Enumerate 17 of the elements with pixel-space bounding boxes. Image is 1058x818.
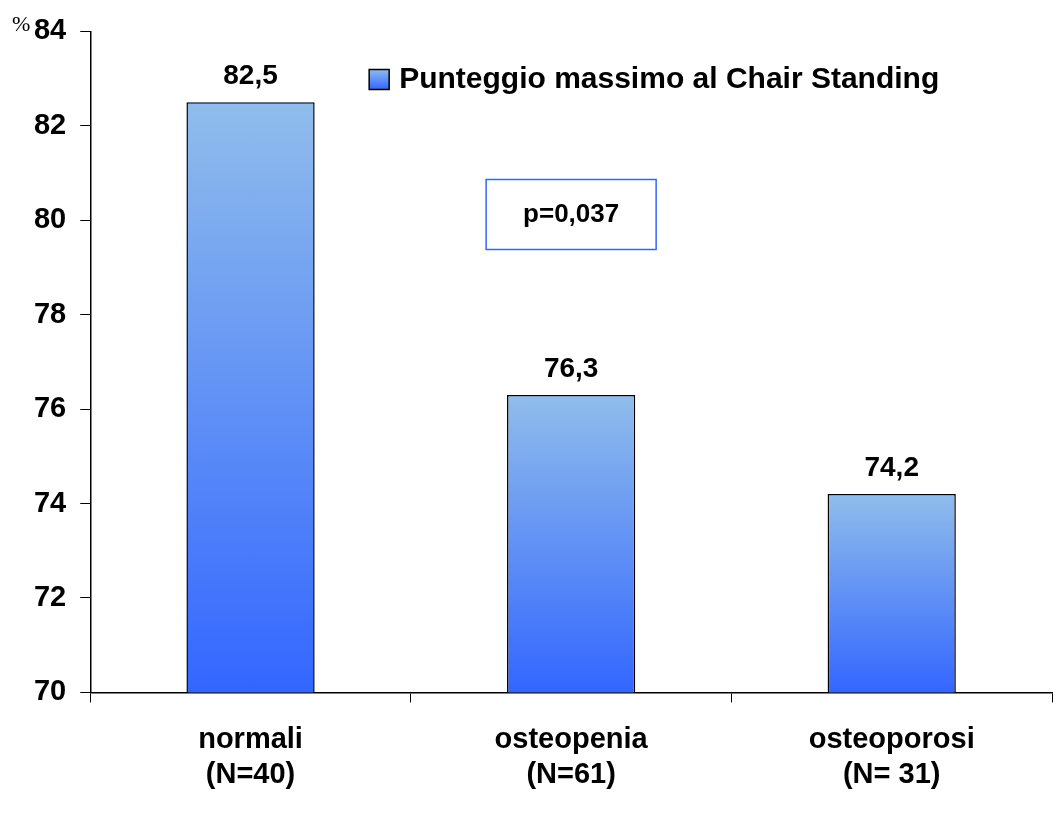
legend-label: Punteggio massimo al Chair Standing: [399, 60, 940, 94]
annotation: p=0,037: [523, 197, 620, 228]
y-tick-label: 82: [33, 107, 67, 140]
data-label: 82,5: [223, 58, 278, 90]
y-tick-label: 78: [33, 296, 67, 329]
y-tick-label: 70: [33, 674, 67, 707]
x-tick-label: osteoporosi (N= 31): [808, 721, 975, 789]
data-label: 74,2: [864, 450, 919, 482]
y-tick-label: 72: [33, 579, 67, 612]
x-tick-label: normali (N=40): [198, 721, 303, 789]
y-tick-label: 74: [33, 485, 67, 518]
y-tick-label: 84: [33, 13, 67, 46]
y-axis-title: %: [12, 10, 31, 36]
y-tick-label: 76: [33, 391, 67, 424]
x-tick-label: osteopenia (N=61): [494, 721, 649, 789]
data-label: 76,3: [543, 351, 599, 383]
y-tick-label: 80: [33, 202, 67, 235]
